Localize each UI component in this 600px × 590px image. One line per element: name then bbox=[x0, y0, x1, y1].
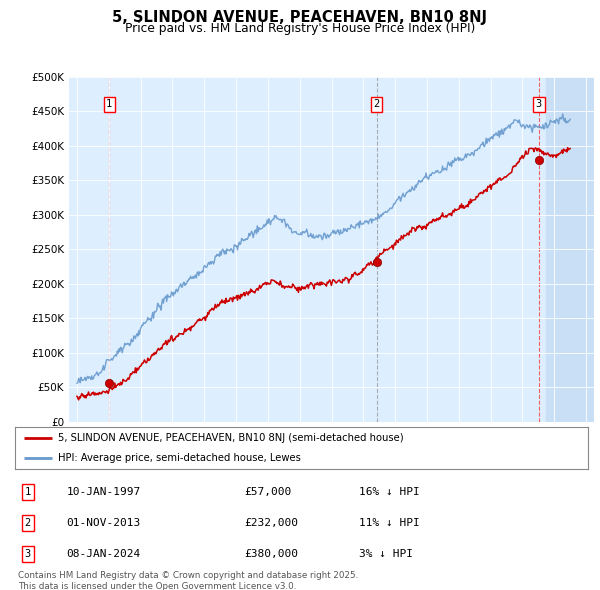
Text: HPI: Average price, semi-detached house, Lewes: HPI: Average price, semi-detached house,… bbox=[58, 454, 301, 463]
Text: 10-JAN-1997: 10-JAN-1997 bbox=[67, 487, 141, 497]
Text: 11% ↓ HPI: 11% ↓ HPI bbox=[359, 517, 419, 527]
Text: 3% ↓ HPI: 3% ↓ HPI bbox=[359, 549, 413, 559]
Text: Contains HM Land Registry data © Crown copyright and database right 2025.
This d: Contains HM Land Registry data © Crown c… bbox=[18, 571, 358, 590]
Text: £232,000: £232,000 bbox=[244, 517, 298, 527]
Text: 5, SLINDON AVENUE, PEACEHAVEN, BN10 8NJ: 5, SLINDON AVENUE, PEACEHAVEN, BN10 8NJ bbox=[113, 10, 487, 25]
Text: Price paid vs. HM Land Registry's House Price Index (HPI): Price paid vs. HM Land Registry's House … bbox=[125, 22, 475, 35]
Text: 1: 1 bbox=[25, 487, 31, 497]
Text: 5, SLINDON AVENUE, PEACEHAVEN, BN10 8NJ (semi-detached house): 5, SLINDON AVENUE, PEACEHAVEN, BN10 8NJ … bbox=[58, 433, 404, 443]
Text: £57,000: £57,000 bbox=[244, 487, 292, 497]
Bar bbox=[546, 77, 594, 422]
Text: 16% ↓ HPI: 16% ↓ HPI bbox=[359, 487, 419, 497]
Text: 3: 3 bbox=[25, 549, 31, 559]
Text: 08-JAN-2024: 08-JAN-2024 bbox=[67, 549, 141, 559]
Text: 2: 2 bbox=[25, 517, 31, 527]
Text: 1: 1 bbox=[106, 99, 112, 109]
Text: £380,000: £380,000 bbox=[244, 549, 298, 559]
Bar bbox=[546, 77, 594, 422]
Text: 01-NOV-2013: 01-NOV-2013 bbox=[67, 517, 141, 527]
Text: 2: 2 bbox=[373, 99, 380, 109]
Text: 3: 3 bbox=[536, 99, 542, 109]
